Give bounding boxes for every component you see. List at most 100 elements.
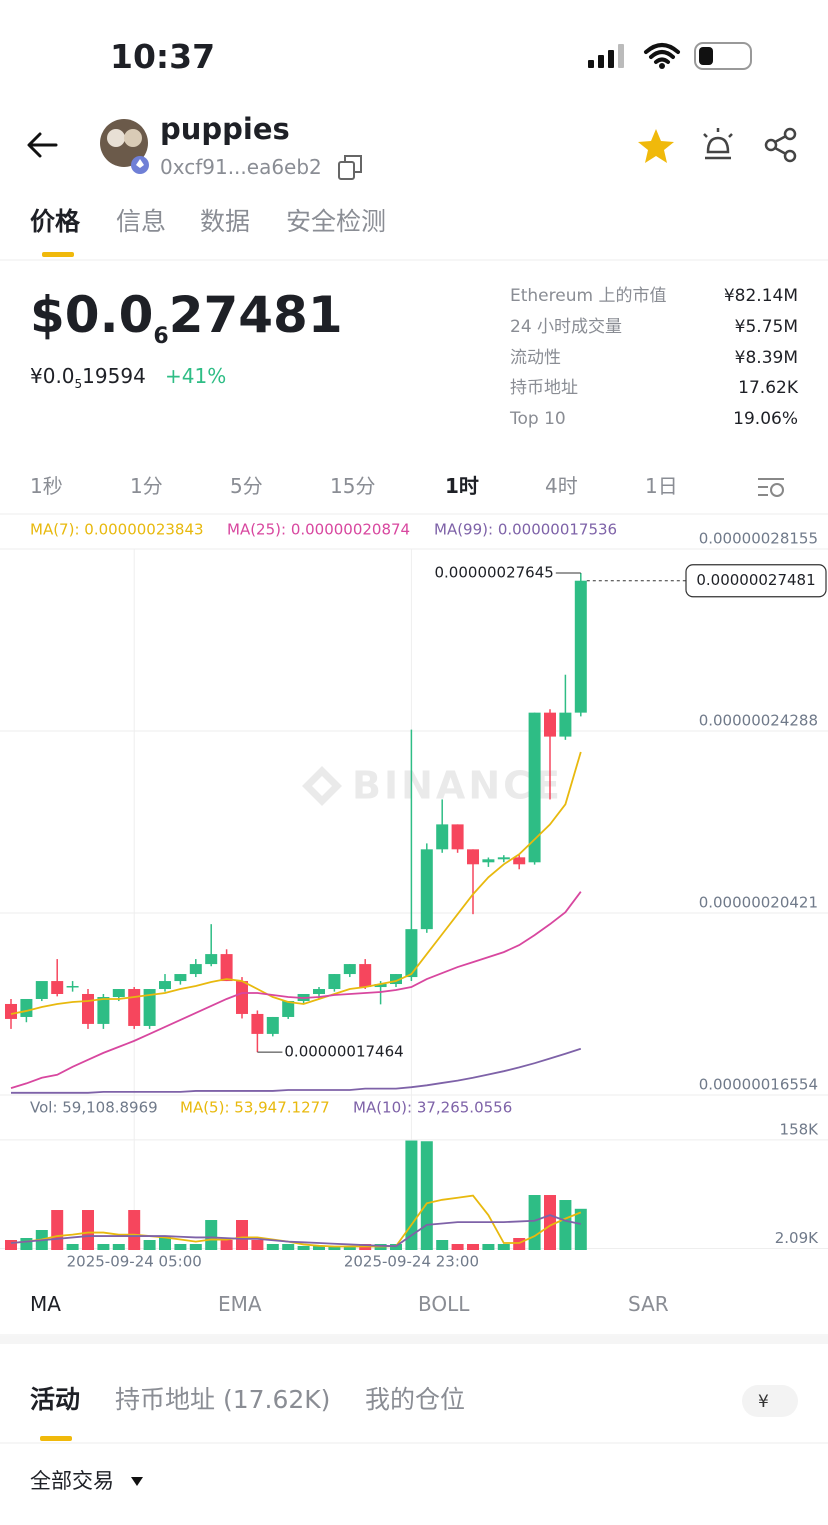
fiat-price: ¥0.0519594 [30,366,146,390]
volume-bar [97,1244,110,1250]
stat-label: 流动性 [510,347,561,368]
wifi-dot [659,63,665,69]
activity-tab[interactable]: 活动 [30,1385,81,1414]
price-part: 19594 [82,364,146,388]
indicator-tab[interactable]: SAR [628,1292,669,1316]
y-tick-label: 0.00000020421 [699,894,818,912]
stat-value: 17.62K [738,378,798,399]
volume-bar [544,1195,556,1250]
volume-bar [251,1240,264,1250]
timeframe-tab[interactable]: 4时 [545,474,578,498]
trade-filter[interactable]: 全部交易 [30,1469,114,1493]
price-change: +41% [165,364,227,388]
ma-line [10,751,582,1015]
dropdown-arrow[interactable] [131,1477,143,1486]
volume-bar [513,1238,526,1250]
candle-body [343,964,356,975]
price-zeros: 5 [74,377,83,391]
last-price-box [685,564,827,598]
candle-body [174,974,187,982]
candle-body [220,954,233,982]
clock: 10:37 [110,37,216,76]
timeframe-tab[interactable]: 1日 [645,474,678,498]
candle-body [97,997,110,1024]
candle-body [5,1003,17,1019]
volume-bar [51,1210,64,1250]
share-node [783,149,797,163]
candle-body [405,929,418,978]
candle-body [482,859,495,863]
low-label: 0.00000017464 [284,1043,403,1061]
timeframe-tab[interactable]: 1分 [130,474,163,498]
stat-value: ¥82.14M [723,286,798,306]
favorite-star[interactable] [638,129,674,163]
page-tab[interactable]: 信息 [116,207,167,236]
signal-bar [588,60,594,68]
page-tab[interactable]: 数据 [200,207,251,236]
high-label: 0.00000027645 [435,564,554,582]
avatar-detail [124,129,142,147]
copy-icon [344,155,362,173]
share-node [783,127,797,141]
volume-bar [143,1240,156,1250]
copy-button[interactable] [338,155,362,180]
status-icons [588,42,752,70]
timeframe-tab[interactable]: 5分 [230,474,263,498]
positions-tab[interactable]: 我的仓位 [365,1385,466,1414]
volume-bar [451,1244,464,1250]
candle-body [313,989,325,994]
candle-body [559,712,572,737]
volume-bar [343,1245,356,1250]
holders-tab[interactable]: 持币地址 (17.62K) [115,1385,331,1414]
currency-toggle[interactable] [742,1385,798,1417]
candle-body [528,712,541,863]
stat-label: 24 小时成交量 [510,316,623,337]
settings-icon[interactable] [758,478,784,497]
volume-ma-line [10,1194,582,1248]
candle-body [251,1013,264,1034]
indicator-tab[interactable]: EMA [218,1292,262,1316]
battery [694,42,752,70]
share-button[interactable] [764,127,797,163]
volume-bar [405,1140,418,1250]
y-tick-label: 0.00000028155 [699,530,818,548]
signal-bar [608,50,614,68]
candle-body [66,985,79,988]
volume-bar [128,1210,141,1250]
volume-bar [420,1141,433,1250]
settings-lines [758,478,784,496]
candle-body [451,824,464,850]
candle-body [112,989,125,998]
candle-body [328,974,341,990]
candle-body [513,857,526,865]
tab-indicator [42,252,74,257]
volume-ma-legend: MA(5): 53,947.1277 [180,1099,330,1117]
timeframe-tab[interactable]: 1秒 [30,474,63,498]
signal-bar [598,55,604,68]
stat-label: 持币地址 [510,378,578,399]
battery-level [699,47,713,65]
timeframe-tab[interactable]: 15分 [330,474,376,498]
volume-bar [205,1220,218,1250]
indicator-tab[interactable]: MA [30,1292,61,1316]
volume-bar [436,1240,449,1250]
timeframe-tab[interactable]: 1时 [445,474,479,498]
alert-button[interactable] [703,128,733,160]
candle-body [497,857,510,860]
share-link [774,134,787,156]
indicator-tab[interactable]: BOLL [418,1292,470,1316]
volume-bar [467,1244,479,1250]
volume-bar [497,1244,510,1250]
volume-tick-label: 2.09K [775,1229,819,1247]
back-button[interactable] [27,132,58,158]
candle-body [128,989,141,1026]
chain-glyph [136,159,144,168]
volume-bar [297,1245,310,1250]
section-gap [0,1336,828,1344]
y-tick-label: 0.00000016554 [699,1076,818,1094]
ma-line [10,891,582,1089]
volume-ma-legend: MA(10): 37,265.0556 [353,1099,512,1117]
page-tab[interactable]: 价格 [30,207,81,236]
page-tab[interactable]: 安全检测 [286,207,387,236]
